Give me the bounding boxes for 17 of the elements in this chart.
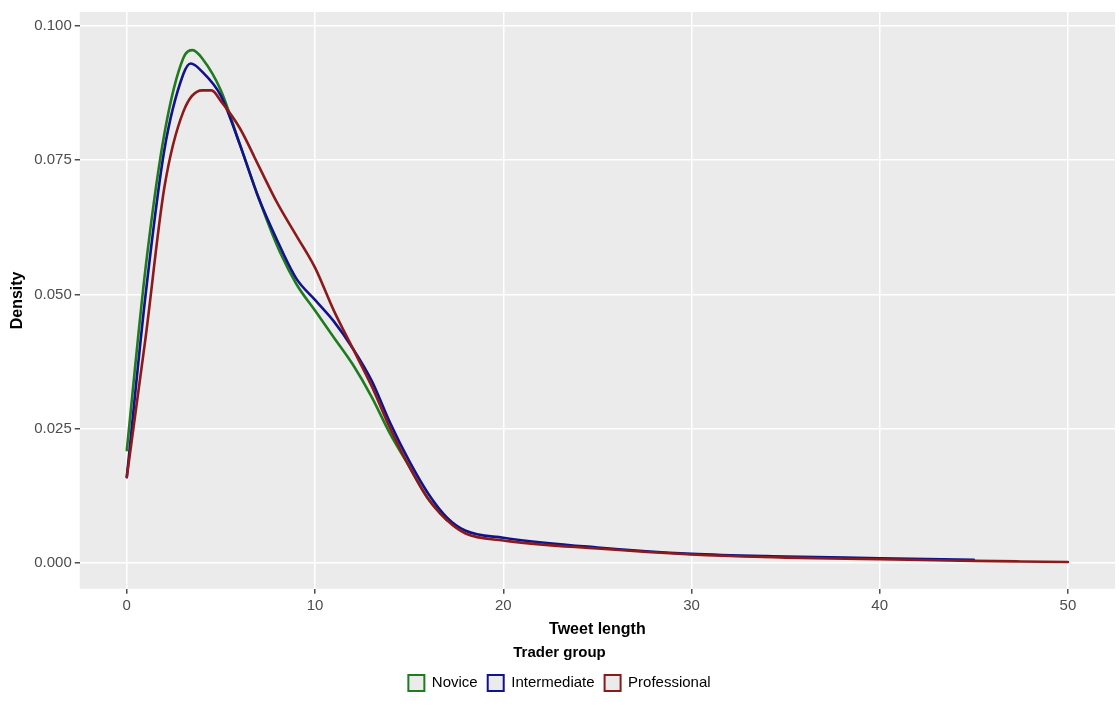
x-tick-label: 20 — [494, 595, 512, 613]
y-tick-label: 0.100 — [34, 16, 72, 34]
x-tick-label: 30 — [683, 595, 700, 613]
y-tick-label: 0.000 — [34, 553, 72, 571]
y-tick-label: 0.050 — [34, 284, 72, 302]
x-tick-label: 50 — [1059, 595, 1077, 613]
legend-label: Intermediate — [511, 673, 595, 691]
x-axis-title: Tweet length — [549, 619, 646, 637]
y-axis-title: Density — [8, 271, 26, 330]
y-tick-label: 0.025 — [34, 418, 72, 436]
y-tick-label: 0.075 — [34, 150, 72, 168]
x-tick-label: 10 — [306, 595, 324, 613]
legend-label: Professional — [628, 673, 711, 691]
legend-label: Novice — [431, 673, 478, 691]
x-tick-label: 40 — [871, 595, 889, 613]
x-tick-label: 0 — [122, 595, 131, 613]
legend-title: Trader group — [513, 642, 606, 660]
